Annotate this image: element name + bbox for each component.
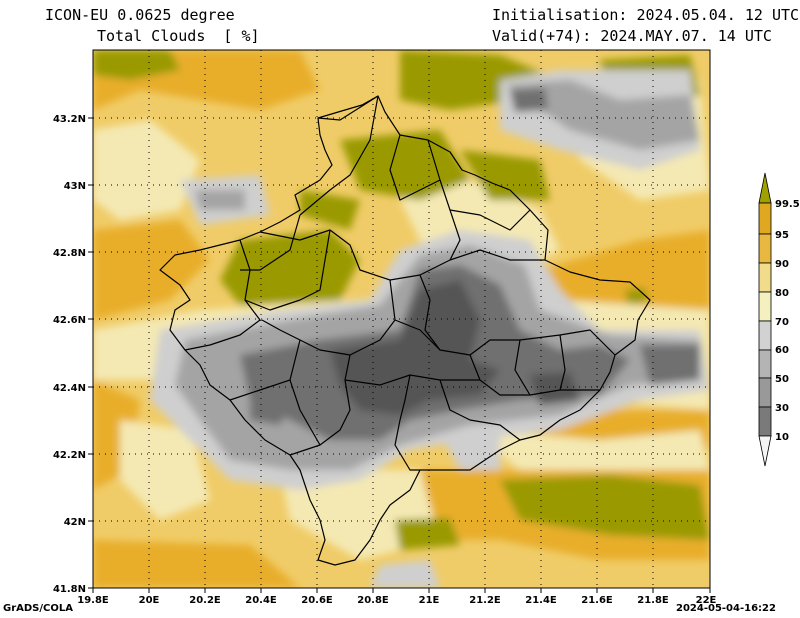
border-lines <box>159 95 651 566</box>
colorbar-bin <box>758 349 772 379</box>
cloud-field <box>93 50 710 588</box>
region-border <box>389 134 441 201</box>
region-border <box>289 339 321 446</box>
country-border <box>159 95 651 566</box>
field-olive <box>625 288 648 304</box>
y-tick-label: 42.2N <box>53 450 86 461</box>
timestamp-label: 2024-05-04-16:22 <box>676 603 776 614</box>
region-border <box>559 334 566 391</box>
colorbar-label: 95 <box>775 230 789 241</box>
colorbar-label: 10 <box>775 432 789 443</box>
colorbar-label: 99.5 <box>775 199 800 210</box>
field-olive <box>93 50 180 80</box>
region-border <box>394 319 441 351</box>
colorbar-label: 90 <box>775 259 789 270</box>
field-gray <box>195 190 245 210</box>
x-tick-label: 20.2E <box>189 595 221 606</box>
y-tick-label: 42.6N <box>53 315 86 326</box>
y-axis-labels: 43.2N 43N 42.8N 42.6N 42.4N 42.2N 42N 41… <box>53 114 86 595</box>
colorbar-labels: 99.5 95 90 80 70 60 50 30 10 <box>775 199 800 443</box>
field-gray <box>505 80 700 150</box>
x-tick-label: 21.8E <box>637 595 669 606</box>
y-tick-label: 41.8N <box>53 584 86 595</box>
axis-ticks <box>88 117 711 593</box>
region-border <box>229 379 291 401</box>
x-tick-label: 21E <box>419 595 440 606</box>
field-darkest <box>530 372 580 405</box>
colorbar-bin <box>758 202 772 235</box>
colorbar <box>758 172 772 467</box>
colorbar-bin <box>758 377 772 408</box>
colorbar-label: 50 <box>775 374 789 385</box>
region-border <box>419 274 616 356</box>
colorbar-bin <box>758 406 772 437</box>
field-olive <box>500 475 710 540</box>
region-border <box>449 209 531 231</box>
x-tick-label: 21.4E <box>525 595 557 606</box>
colorbar-bin <box>758 233 772 264</box>
colorbar-bottom-arrow <box>758 435 772 467</box>
colorbar-top-arrow <box>758 172 772 204</box>
region-border <box>299 95 379 216</box>
y-tick-label: 42.4N <box>53 383 86 394</box>
field-olive <box>395 518 460 550</box>
field-orange <box>93 220 210 320</box>
x-axis-labels: 19.8E 20E 20.2E 20.4E 20.6E 20.8E 21E 21… <box>77 595 716 606</box>
field-dark <box>640 345 700 385</box>
field-dark <box>510 88 548 112</box>
x-tick-label: 21.6E <box>581 595 613 606</box>
x-tick-label: 20.4E <box>245 595 277 606</box>
x-tick-label: 22E <box>696 595 717 606</box>
x-tick-label: 20.8E <box>357 595 389 606</box>
y-tick-label: 42.8N <box>53 248 86 259</box>
region-border <box>317 95 379 121</box>
graticule <box>93 50 710 588</box>
colorbar-label: 30 <box>775 403 789 414</box>
field-cream <box>120 420 210 520</box>
field-cream <box>93 120 200 220</box>
colorbar-bin <box>758 291 772 322</box>
credit-label: GrADS/COLA <box>3 603 73 614</box>
colorbar-bin <box>758 262 772 293</box>
valid-time: Valid(+74): 2024.MAY.07. 14 UTC <box>492 27 772 45</box>
field-dark <box>250 400 290 425</box>
field-olive <box>300 190 360 230</box>
region-border <box>439 379 521 441</box>
region-border <box>394 374 420 471</box>
field-orange <box>93 540 300 588</box>
field-olive <box>220 230 360 305</box>
y-tick-label: 43.2N <box>53 114 86 125</box>
x-tick-label: 20.6E <box>301 595 333 606</box>
y-tick-label: 42N <box>64 517 86 528</box>
x-tick-label: 21.2E <box>469 595 501 606</box>
field-cream <box>470 430 710 470</box>
model-title: ICON-EU 0.0625 degree <box>45 6 235 24</box>
colorbar-label: 70 <box>775 317 789 328</box>
region-border <box>240 214 301 271</box>
field-darkest <box>330 280 500 415</box>
x-tick-label: 20E <box>139 595 160 606</box>
init-time: Initialisation: 2024.05.04. 12 UTC <box>492 6 800 24</box>
field-lightgray <box>370 560 440 588</box>
region-border <box>469 354 600 396</box>
field-olive <box>460 150 550 200</box>
field-title: Total Clouds [ %] <box>97 27 260 45</box>
colorbar-label: 80 <box>775 288 789 299</box>
region-border <box>289 354 351 456</box>
colorbar-label: 60 <box>775 345 789 356</box>
x-tick-label: 19.8E <box>77 595 109 606</box>
y-tick-label: 43N <box>64 181 86 192</box>
region-border <box>244 229 331 311</box>
region-border <box>261 279 396 356</box>
colorbar-bin <box>758 320 772 351</box>
